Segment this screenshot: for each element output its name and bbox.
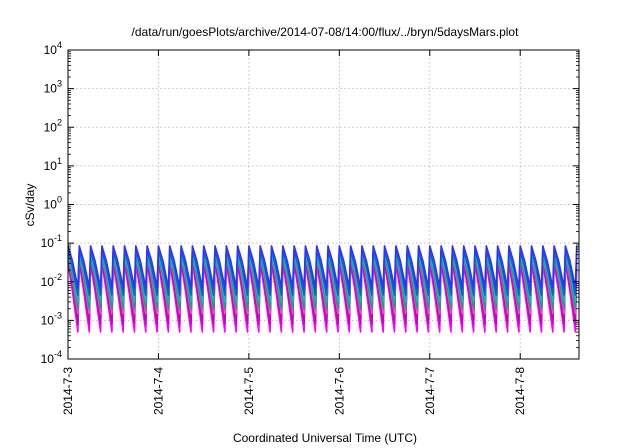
y-tick-label-exponent: -1: [54, 233, 62, 243]
y-tick-label: 10-3: [41, 310, 62, 327]
y-tick-label: 10-1: [41, 233, 62, 250]
y-tick-label-exponent: 0: [57, 195, 62, 205]
y-tick-label-base: 10: [44, 43, 58, 57]
axis-ticks: [67, 49, 579, 360]
series-group: [67, 245, 578, 333]
series-line: [67, 254, 578, 310]
y-tick-label-base: 10: [41, 275, 55, 289]
series-line: [67, 262, 578, 333]
y-tick-label: 104: [44, 40, 62, 57]
y-tick-label: 102: [44, 117, 62, 134]
x-tick-label: 2014-7-6: [332, 367, 346, 415]
y-tick-label-exponent: -2: [54, 272, 62, 282]
y-tick-label: 10-2: [41, 272, 62, 289]
y-tick-label-exponent: -3: [54, 310, 62, 320]
y-tick-label-exponent: 4: [57, 40, 62, 50]
y-tick-label-exponent: 1: [57, 156, 62, 166]
x-tick-label: 2014-7-5: [242, 367, 256, 415]
series-line: [67, 249, 578, 296]
y-tick-label-base: 10: [44, 82, 58, 96]
y-tick-label: 10-4: [41, 349, 62, 366]
y-tick-label-base: 10: [44, 120, 58, 134]
series-line: [67, 245, 578, 289]
y-axis-label: cSv/day: [23, 184, 37, 227]
x-tick-label: 2014-7-3: [61, 367, 75, 415]
y-tick-label-base: 10: [44, 159, 58, 173]
y-tick-label: 100: [44, 195, 62, 212]
y-tick-label-exponent: 2: [57, 117, 62, 127]
y-tick-label: 103: [44, 79, 62, 96]
x-tick-labels: 2014-7-3 2014-7-4 2014-7-5 2014-7-6 2014-7-7…: [61, 367, 527, 415]
y-tick-label-base: 10: [41, 352, 55, 366]
y-tick-label-base: 10: [44, 198, 58, 212]
x-axis-label: Coordinated Universal Time (UTC): [233, 431, 417, 445]
y-tick-label-exponent: 3: [57, 79, 62, 89]
series-line: [67, 252, 578, 303]
y-tick-label: 101: [44, 156, 62, 173]
y-tick-label-base: 10: [41, 236, 55, 250]
x-tick-label: 2014-7-4: [151, 367, 165, 415]
x-tick-label: 2014-7-7: [423, 367, 437, 415]
x-tick-label: 2014-7-8: [513, 367, 527, 415]
chart-title: /data/run/goesPlots/archive/2014-07-08/1…: [132, 25, 520, 39]
y-tick-label-exponent: -4: [54, 349, 62, 359]
y-tick-label-base: 10: [41, 313, 55, 327]
